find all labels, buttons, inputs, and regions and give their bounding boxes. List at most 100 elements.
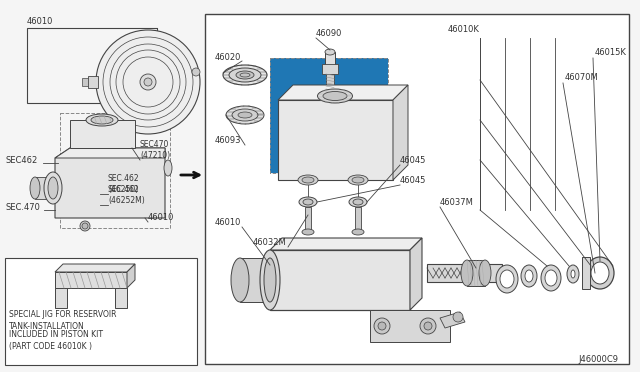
- Text: 46010: 46010: [148, 213, 174, 222]
- Ellipse shape: [164, 160, 172, 176]
- Bar: [582, 257, 590, 289]
- Bar: [467, 260, 485, 286]
- Bar: [427, 264, 502, 282]
- Text: 46045: 46045: [400, 176, 426, 185]
- Ellipse shape: [541, 265, 561, 291]
- Ellipse shape: [231, 258, 249, 302]
- Polygon shape: [278, 85, 408, 100]
- Ellipse shape: [571, 270, 575, 278]
- Circle shape: [96, 30, 200, 134]
- Ellipse shape: [260, 250, 280, 310]
- Circle shape: [80, 221, 90, 231]
- Bar: [305, 207, 311, 232]
- Ellipse shape: [226, 106, 264, 124]
- Ellipse shape: [298, 175, 318, 185]
- Ellipse shape: [521, 265, 537, 287]
- Bar: [70, 120, 135, 148]
- Text: 46037M: 46037M: [440, 198, 474, 207]
- Text: 46093: 46093: [215, 136, 241, 145]
- Ellipse shape: [317, 89, 353, 103]
- Ellipse shape: [323, 92, 347, 100]
- Text: SEC.462
(46252M): SEC.462 (46252M): [108, 185, 145, 205]
- Polygon shape: [55, 264, 135, 272]
- Ellipse shape: [91, 116, 113, 124]
- Text: 46010K: 46010K: [448, 25, 480, 34]
- Bar: [5, 258, 197, 365]
- Bar: [370, 310, 450, 342]
- Ellipse shape: [500, 270, 514, 288]
- Circle shape: [424, 322, 432, 330]
- Text: J46000C9: J46000C9: [578, 355, 618, 364]
- Ellipse shape: [44, 172, 62, 204]
- Ellipse shape: [545, 270, 557, 286]
- Bar: [55, 288, 67, 308]
- Bar: [60, 113, 170, 228]
- Ellipse shape: [302, 177, 314, 183]
- Circle shape: [378, 322, 386, 330]
- Bar: [55, 272, 127, 288]
- Circle shape: [453, 312, 463, 322]
- Ellipse shape: [591, 262, 609, 284]
- Ellipse shape: [302, 229, 314, 235]
- Ellipse shape: [353, 199, 363, 205]
- Bar: [240, 258, 270, 302]
- Text: 46020: 46020: [215, 53, 241, 62]
- Ellipse shape: [264, 258, 276, 302]
- Ellipse shape: [236, 71, 254, 79]
- Text: SEC470
(47210): SEC470 (47210): [140, 140, 170, 160]
- Bar: [82, 78, 88, 86]
- Ellipse shape: [586, 257, 614, 289]
- Circle shape: [420, 318, 436, 334]
- Ellipse shape: [48, 177, 58, 199]
- Bar: [355, 207, 361, 232]
- Polygon shape: [270, 250, 410, 310]
- Text: 46010: 46010: [27, 17, 53, 26]
- Ellipse shape: [299, 197, 317, 207]
- Bar: [205, 14, 629, 364]
- Bar: [270, 58, 388, 173]
- Polygon shape: [55, 148, 165, 158]
- Ellipse shape: [525, 270, 533, 282]
- Bar: [270, 58, 388, 173]
- Text: SPECIAL JIG FOR RESERVOIR
TANK-INSTALLATION: SPECIAL JIG FOR RESERVOIR TANK-INSTALLAT…: [9, 310, 116, 331]
- Text: INCLUDED IN PISTON KIT
(PART CODE 46010K ): INCLUDED IN PISTON KIT (PART CODE 46010K…: [9, 330, 103, 351]
- Text: 46032M: 46032M: [253, 238, 287, 247]
- Ellipse shape: [352, 177, 364, 183]
- Circle shape: [140, 74, 156, 90]
- Bar: [325, 52, 335, 72]
- Circle shape: [374, 318, 390, 334]
- Bar: [27, 28, 157, 103]
- Text: 46045: 46045: [400, 156, 426, 165]
- Ellipse shape: [325, 49, 335, 55]
- Ellipse shape: [461, 260, 473, 286]
- Text: SEC.470: SEC.470: [5, 203, 40, 212]
- Polygon shape: [393, 85, 408, 180]
- Bar: [115, 288, 127, 308]
- Ellipse shape: [479, 260, 491, 286]
- Ellipse shape: [223, 65, 267, 85]
- Bar: [35, 177, 53, 199]
- Circle shape: [192, 68, 200, 76]
- Ellipse shape: [352, 229, 364, 235]
- Circle shape: [82, 223, 88, 229]
- Ellipse shape: [86, 114, 118, 126]
- Polygon shape: [410, 238, 422, 310]
- Text: 46070M: 46070M: [565, 73, 599, 82]
- Text: 46015K: 46015K: [595, 48, 627, 57]
- Ellipse shape: [348, 175, 368, 185]
- Text: SEC462: SEC462: [5, 156, 37, 165]
- Bar: [326, 74, 334, 90]
- Ellipse shape: [229, 68, 261, 82]
- Circle shape: [144, 78, 152, 86]
- Ellipse shape: [567, 265, 579, 283]
- Polygon shape: [440, 312, 465, 328]
- Text: SEC.462
(46250): SEC.462 (46250): [108, 174, 140, 194]
- Ellipse shape: [30, 177, 40, 199]
- Bar: [278, 100, 393, 180]
- Polygon shape: [127, 264, 135, 288]
- Bar: [88, 76, 98, 88]
- Ellipse shape: [303, 199, 313, 205]
- Text: 46010: 46010: [215, 218, 241, 227]
- Polygon shape: [55, 148, 165, 218]
- Text: 46090: 46090: [316, 29, 342, 38]
